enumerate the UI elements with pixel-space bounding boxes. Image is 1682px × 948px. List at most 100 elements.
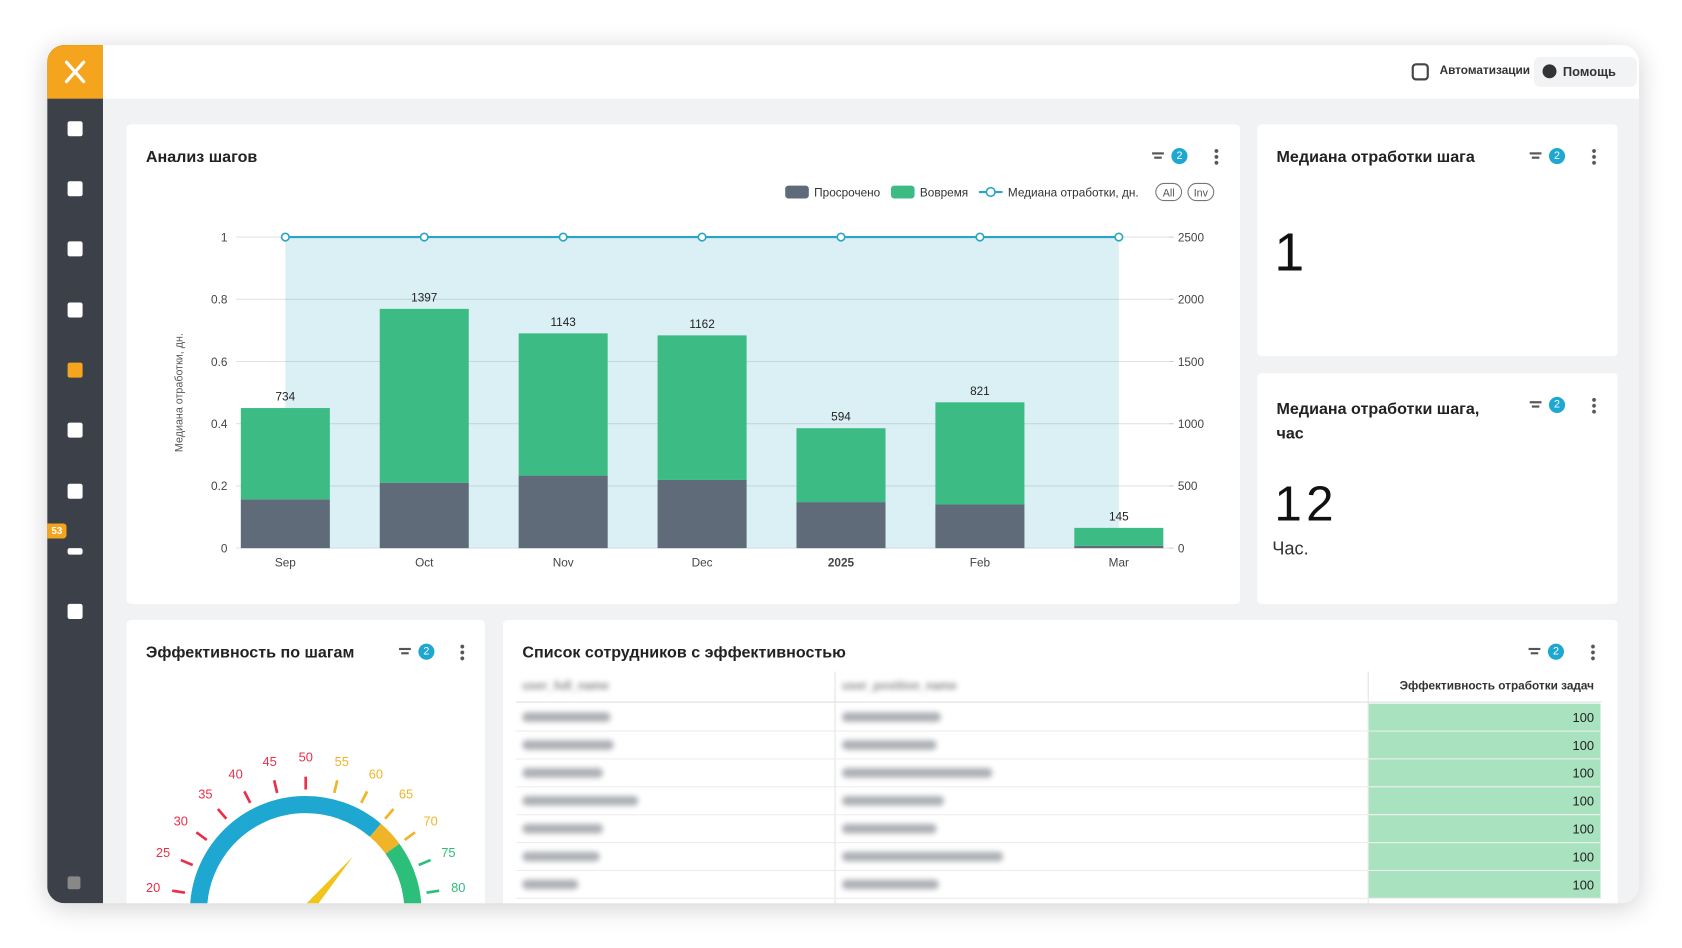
gauge-zone-arc xyxy=(369,823,400,854)
data-table: user_full_name user_position_name Эффектив… xyxy=(515,671,1602,904)
blurred-cell xyxy=(842,851,1003,862)
bar-segment xyxy=(379,482,469,549)
blurred-cell xyxy=(522,795,639,806)
data-label: 821 xyxy=(970,385,990,398)
bar-segment xyxy=(657,479,747,549)
help-label: Помощь xyxy=(1562,64,1616,80)
cell-value: 100 xyxy=(1572,738,1595,754)
nav-icon[interactable] xyxy=(67,483,83,499)
y2-tick-label: 2000 xyxy=(1178,294,1205,307)
line-marker xyxy=(280,232,290,242)
blurred-cell xyxy=(522,768,603,778)
nav-icon[interactable] xyxy=(67,603,83,619)
nav-icon[interactable] xyxy=(67,302,83,318)
data-label: 1162 xyxy=(689,318,714,331)
filter-icon[interactable] xyxy=(1529,401,1542,413)
gauge-tick-label: 25 xyxy=(156,845,170,860)
line-marker xyxy=(836,232,846,242)
logo[interactable] xyxy=(47,45,103,99)
gauge-tick-label: 60 xyxy=(369,766,383,781)
row-divider xyxy=(515,869,1602,872)
cell-value: 100 xyxy=(1572,765,1595,781)
nav-icon[interactable] xyxy=(67,548,83,555)
cell-value: 100 xyxy=(1572,793,1595,809)
legend-button[interactable] xyxy=(1187,182,1215,202)
bar-segment xyxy=(1074,527,1164,546)
gauge-tick-label: 35 xyxy=(198,787,212,802)
gauge-tick-label: 75 xyxy=(441,845,455,860)
legend-button[interactable] xyxy=(1155,182,1183,202)
blurred-cell xyxy=(842,740,937,750)
panel-menu[interactable] xyxy=(1214,148,1219,166)
legend-label: Просрочено xyxy=(814,186,881,199)
bar-segment xyxy=(935,402,1025,505)
data-label: 145 xyxy=(1109,510,1129,523)
gauge-tick-label: 65 xyxy=(399,787,413,802)
filter-count: 2 xyxy=(1171,148,1188,165)
gauge-tick-label: 20 xyxy=(146,880,160,895)
automations-link[interactable]: Автоматизации xyxy=(1439,64,1531,78)
blurred-cell xyxy=(522,823,603,834)
header-divider xyxy=(515,701,1602,703)
panel-menu[interactable] xyxy=(1591,148,1597,166)
legend-swatch xyxy=(985,186,996,198)
y2-tick-label: 1000 xyxy=(1178,418,1205,431)
filter-icon[interactable] xyxy=(1528,647,1541,660)
y-tick-label: 0.4 xyxy=(211,418,228,431)
panel-title: Список сотрудников с эффективностью xyxy=(522,643,846,662)
gauge-tick-label: 30 xyxy=(174,813,188,828)
filter-icon[interactable] xyxy=(399,647,411,660)
panel-menu[interactable] xyxy=(460,643,465,661)
nav-icon[interactable] xyxy=(67,121,83,137)
legend-label: Вовремя xyxy=(920,186,968,199)
panel-menu[interactable] xyxy=(1590,643,1596,661)
bar-segment xyxy=(240,499,330,549)
blurred-cell xyxy=(842,768,993,778)
x-tick-label: 2025 xyxy=(828,556,855,569)
kpi-value: 1 xyxy=(1274,222,1305,283)
row-divider xyxy=(515,730,1602,732)
help-button[interactable]: Помощь xyxy=(1533,56,1637,87)
nav-icon-active[interactable] xyxy=(67,362,83,378)
cell-bg xyxy=(1368,843,1601,870)
y-tick-label: 1 xyxy=(221,231,228,244)
legend-button-label: Inv xyxy=(1194,187,1209,199)
gauge-chart: 20 25 30 35 40 45 50 55 60 65 70 75 80 xyxy=(146,750,465,904)
x-tick-label: Dec xyxy=(692,556,713,569)
y2-tick-label: 1500 xyxy=(1178,356,1205,369)
blurred-cell xyxy=(842,712,941,722)
nav-icon[interactable] xyxy=(67,876,81,890)
nav-icon[interactable] xyxy=(67,181,83,197)
nav-icon[interactable] xyxy=(67,422,83,438)
blurred-cell xyxy=(842,795,944,806)
filter-icon[interactable] xyxy=(1152,152,1164,164)
x-tick-label: Feb xyxy=(970,556,991,569)
sidebar: 53 xyxy=(47,45,103,904)
bar-segment xyxy=(240,408,330,500)
filter-icon[interactable] xyxy=(1529,152,1542,164)
y2-tick-label: 2500 xyxy=(1178,231,1205,244)
gauge-tick xyxy=(180,858,194,867)
y2-tick-label: 0 xyxy=(1178,542,1185,555)
x-tick-label: Nov xyxy=(553,556,574,569)
line-marker xyxy=(558,232,568,242)
cell-bg xyxy=(1368,759,1601,787)
nav-icon[interactable] xyxy=(67,241,83,257)
line-marker xyxy=(1114,232,1124,242)
bar-segment xyxy=(1074,545,1164,549)
gauge-zone-arc xyxy=(385,843,422,904)
gauge-tick xyxy=(216,808,228,820)
cell-value: 100 xyxy=(1572,877,1595,893)
gauge-tick xyxy=(426,889,440,894)
y-tick-label: 0.8 xyxy=(211,294,228,307)
gauge-needle xyxy=(306,856,354,904)
panel-menu[interactable] xyxy=(1591,396,1597,415)
panel-title: Анализ шагов xyxy=(145,148,258,167)
filter-count: 2 xyxy=(1547,643,1564,660)
gauge-tick xyxy=(172,889,186,894)
nav-badge: 53 xyxy=(47,523,67,539)
x-tick-label: Sep xyxy=(275,556,296,569)
cell-value: 100 xyxy=(1572,710,1595,726)
gauge-tick-label: 45 xyxy=(263,754,277,769)
